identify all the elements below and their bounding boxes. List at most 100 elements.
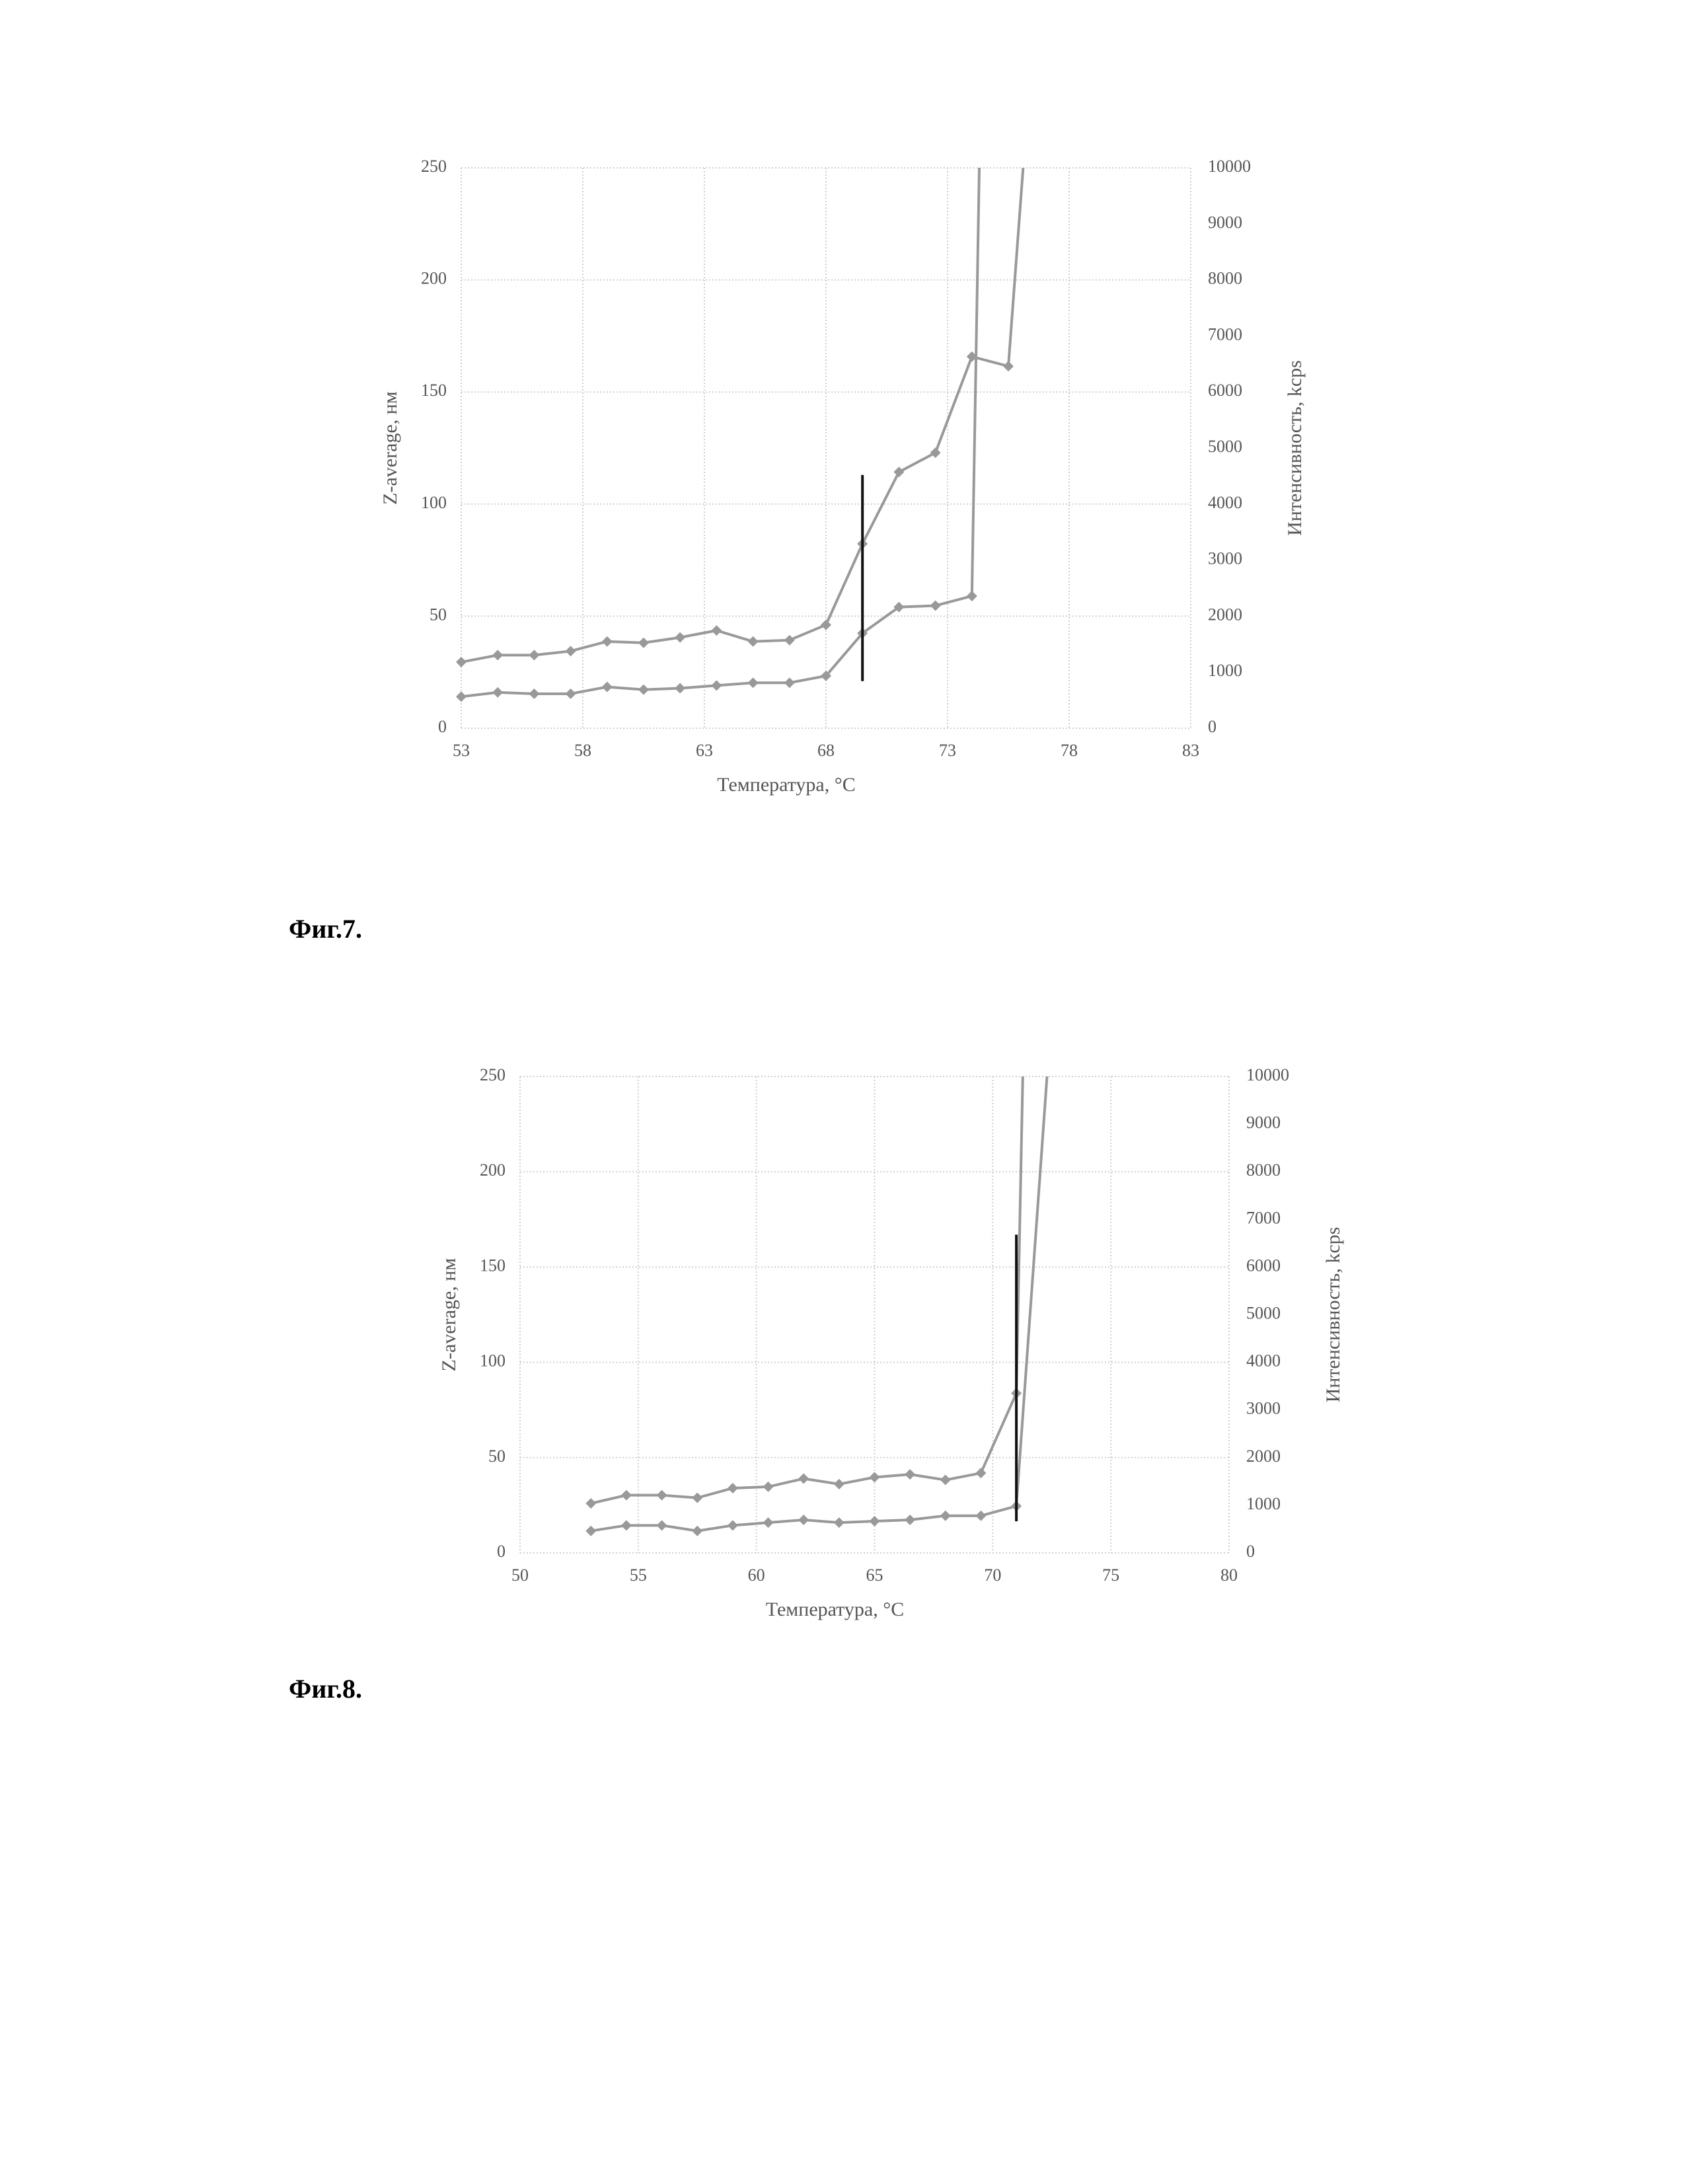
point-marker <box>798 1474 809 1484</box>
point-marker <box>1003 361 1014 371</box>
point-marker <box>529 689 539 699</box>
point-marker <box>602 682 613 693</box>
x-tick-label: 75 <box>1102 1565 1119 1585</box>
point-marker <box>692 1493 702 1503</box>
y2-tick-label: 1000 <box>1208 661 1242 680</box>
y-tick-label: 150 <box>480 1256 506 1275</box>
x-axis-title: Температура, °C <box>717 774 855 796</box>
point-marker <box>529 650 539 660</box>
point-marker <box>748 677 759 688</box>
point-marker <box>566 646 576 656</box>
y2-tick-label: 10000 <box>1208 157 1251 176</box>
point-marker <box>870 1472 880 1483</box>
point-marker <box>821 620 831 630</box>
point-marker <box>728 1520 738 1530</box>
x-tick-label: 63 <box>696 741 713 760</box>
y-tick-label: 50 <box>430 605 447 624</box>
y2-tick-label: 8000 <box>1246 1160 1281 1180</box>
point-marker <box>748 636 759 647</box>
y2-tick-label: 2000 <box>1246 1447 1281 1466</box>
point-marker <box>940 1511 951 1521</box>
point-marker <box>975 1468 986 1478</box>
x-tick-label: 80 <box>1220 1565 1238 1585</box>
y-tick-label: 100 <box>480 1351 506 1371</box>
point-marker <box>834 1479 844 1489</box>
series-line <box>591 1010 1051 1531</box>
series-line <box>461 0 1045 662</box>
point-marker <box>711 680 722 691</box>
y2-axis-title: Интенсивность, kcps <box>1322 1227 1344 1403</box>
y-tick-label: 250 <box>421 157 447 176</box>
y-axis-title: Z-average, нм <box>438 1258 460 1372</box>
point-marker <box>602 636 613 647</box>
y-tick-label: 0 <box>497 1542 506 1561</box>
point-marker <box>967 591 977 601</box>
y2-tick-label: 6000 <box>1246 1256 1281 1275</box>
plot-area <box>456 0 1050 702</box>
document: 0501001502002505358636873788301000200030… <box>0 0 1685 2181</box>
y2-tick-label: 7000 <box>1246 1208 1281 1227</box>
y-tick-label: 0 <box>438 717 447 736</box>
y-tick-label: 200 <box>421 269 447 288</box>
y-tick-label: 100 <box>421 493 447 512</box>
point-marker <box>940 1475 951 1486</box>
point-marker <box>784 635 795 646</box>
x-tick-label: 55 <box>630 1565 647 1585</box>
y2-tick-label: 3000 <box>1246 1399 1281 1418</box>
point-marker <box>492 650 503 660</box>
y-tick-label: 250 <box>480 1065 506 1084</box>
point-marker <box>585 1526 596 1536</box>
point-marker <box>763 1482 774 1492</box>
y2-tick-label: 5000 <box>1246 1303 1281 1322</box>
point-marker <box>711 625 722 636</box>
y2-tick-label: 2000 <box>1208 605 1242 624</box>
point-marker <box>657 1520 667 1530</box>
y2-tick-label: 0 <box>1208 717 1217 736</box>
point-marker <box>893 467 904 477</box>
y2-tick-label: 8000 <box>1208 269 1242 288</box>
y2-tick-label: 0 <box>1246 1542 1255 1561</box>
point-marker <box>621 1520 632 1530</box>
point-marker <box>728 1483 738 1493</box>
x-tick-label: 68 <box>817 741 835 760</box>
point-marker <box>905 1515 915 1525</box>
point-marker <box>930 447 941 458</box>
y2-tick-label: 4000 <box>1246 1351 1281 1371</box>
x-tick-label: 53 <box>453 741 470 760</box>
y2-tick-label: 7000 <box>1208 324 1242 344</box>
point-marker <box>675 683 685 694</box>
point-marker <box>456 691 467 702</box>
figure-caption: Фиг.7. <box>289 914 362 944</box>
y-axis-title: Z-average, нм <box>379 391 401 505</box>
series-line <box>461 0 1008 697</box>
chart: 0501001502002505358636873788301000200030… <box>289 0 1306 944</box>
point-marker <box>834 1517 844 1528</box>
y2-tick-label: 3000 <box>1208 549 1242 568</box>
y2-axis-title: Интенсивность, kcps <box>1284 360 1306 536</box>
point-marker <box>870 1516 880 1526</box>
point-marker <box>657 1490 667 1501</box>
y-tick-label: 200 <box>480 1160 506 1180</box>
point-marker <box>784 677 795 688</box>
y-tick-label: 150 <box>421 381 447 400</box>
point-marker <box>930 601 941 611</box>
y2-tick-label: 9000 <box>1208 213 1242 232</box>
point-marker <box>1047 1004 1057 1015</box>
point-marker <box>638 638 649 648</box>
plot-area <box>585 0 1057 1536</box>
point-marker <box>798 1515 809 1525</box>
point-marker <box>621 1490 632 1501</box>
x-axis-title: Температура, °C <box>766 1599 904 1620</box>
x-tick-label: 73 <box>939 741 956 760</box>
point-marker <box>585 1498 596 1509</box>
point-marker <box>675 632 685 643</box>
figure-caption: Фиг.8. <box>289 1674 362 1704</box>
x-tick-label: 60 <box>748 1565 765 1585</box>
point-marker <box>566 689 576 699</box>
point-marker <box>975 1511 986 1521</box>
y2-tick-label: 5000 <box>1208 437 1242 456</box>
x-tick-label: 65 <box>866 1565 883 1585</box>
y2-tick-label: 1000 <box>1246 1494 1281 1513</box>
y-tick-label: 50 <box>488 1447 506 1466</box>
point-marker <box>692 1526 702 1536</box>
